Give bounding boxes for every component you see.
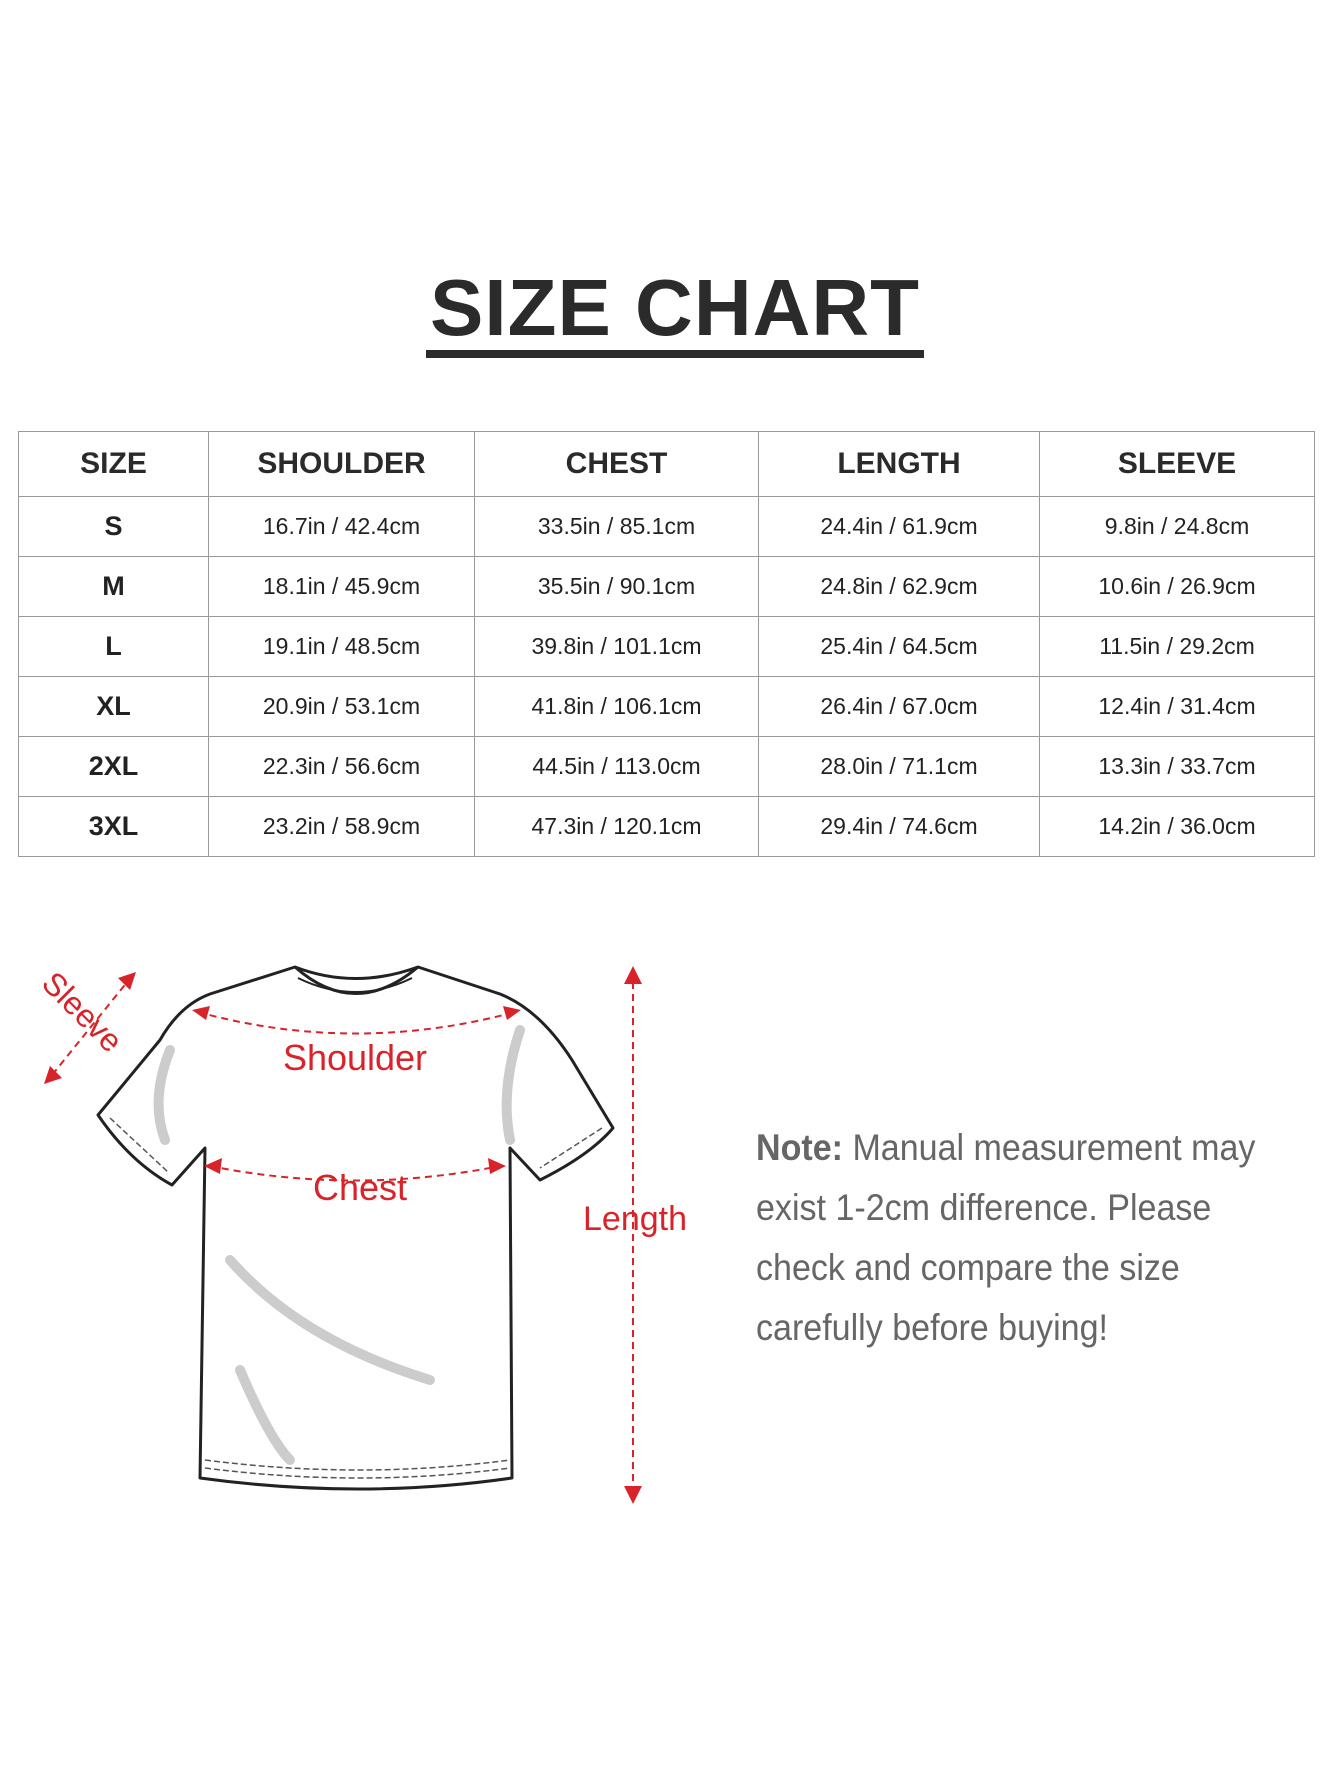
- header-size: SIZE: [18, 431, 209, 497]
- length-cell: 26.4in / 67.0cm: [758, 676, 1040, 737]
- table-header-row: SIZE SHOULDER CHEST LENGTH SLEEVE: [18, 431, 1315, 497]
- stitching: [109, 1117, 603, 1479]
- size-cell: M: [18, 556, 209, 617]
- shoulder-cell: 19.1in / 48.5cm: [208, 616, 475, 677]
- title-underline: [426, 350, 924, 358]
- chest-label: Chest: [313, 1167, 407, 1208]
- header-chest: CHEST: [474, 431, 759, 497]
- shoulder-label: Shoulder: [283, 1037, 427, 1078]
- size-cell: 3XL: [18, 796, 209, 857]
- size-cell: S: [18, 496, 209, 557]
- length-cell: 24.8in / 62.9cm: [758, 556, 1040, 617]
- shoulder-cell: 18.1in / 45.9cm: [208, 556, 475, 617]
- length-cell: 24.4in / 61.9cm: [758, 496, 1040, 557]
- length-cell: 25.4in / 64.5cm: [758, 616, 1040, 677]
- chest-cell: 39.8in / 101.1cm: [474, 616, 759, 677]
- page-title: SIZE CHART: [430, 263, 920, 352]
- tshirt-diagram: Shoulder Chest Length Sleeve: [35, 964, 687, 1504]
- table-row: XL 20.9in / 53.1cm 41.8in / 106.1cm 26.4in …: [18, 676, 1315, 737]
- table-row: 2XL 22.3in / 56.6cm 44.5in / 113.0cm 28.0in…: [18, 736, 1315, 797]
- size-cell: L: [18, 616, 209, 677]
- length-cell: 29.4in / 74.6cm: [758, 796, 1040, 857]
- table-row: 3XL 23.2in / 58.9cm 47.3in / 120.1cm 29.4in…: [18, 796, 1315, 857]
- length-label: Length: [583, 1200, 687, 1238]
- shoulder-cell: 23.2in / 58.9cm: [208, 796, 475, 857]
- measure-lines: [47, 970, 634, 1500]
- table-row: L 19.1in / 48.5cm 39.8in / 101.1cm 25.4in /…: [18, 616, 1315, 677]
- sleeve-cell: 9.8in / 24.8cm: [1039, 496, 1315, 557]
- table-row: M 18.1in / 45.9cm 35.5in / 90.1cm 24.8in / …: [18, 556, 1315, 617]
- chest-cell: 47.3in / 120.1cm: [474, 796, 759, 857]
- chest-cell: 33.5in / 85.1cm: [474, 496, 759, 557]
- size-cell: 2XL: [18, 736, 209, 797]
- header-shoulder: SHOULDER: [208, 431, 475, 497]
- chest-cell: 44.5in / 113.0cm: [474, 736, 759, 797]
- note-line: Manual measurement may: [852, 1127, 1256, 1168]
- note-text: Note: Manual measurement may exist 1-2cm…: [756, 1118, 1271, 1358]
- length-cell: 28.0in / 71.1cm: [758, 736, 1040, 797]
- shirt-shading: [153, 1025, 525, 1465]
- header-length: LENGTH: [758, 431, 1040, 497]
- shoulder-cell: 16.7in / 42.4cm: [208, 496, 475, 557]
- arrow-icons: [44, 966, 642, 1504]
- sleeve-cell: 14.2in / 36.0cm: [1039, 796, 1315, 857]
- sleeve-cell: 11.5in / 29.2cm: [1039, 616, 1315, 677]
- sleeve-cell: 12.4in / 31.4cm: [1039, 676, 1315, 737]
- table-row: S 16.7in / 42.4cm 33.5in / 85.1cm 24.4in / …: [18, 496, 1315, 557]
- note-line: check and compare the size: [756, 1247, 1180, 1288]
- shoulder-cell: 20.9in / 53.1cm: [208, 676, 475, 737]
- size-table: SIZE SHOULDER CHEST LENGTH SLEEVE S 16.7i…: [18, 431, 1315, 857]
- note-line: carefully before buying!: [756, 1307, 1108, 1348]
- chest-cell: 41.8in / 106.1cm: [474, 676, 759, 737]
- tshirt-outline: [96, 965, 615, 1491]
- sleeve-cell: 10.6in / 26.9cm: [1039, 556, 1315, 617]
- sleeve-cell: 13.3in / 33.7cm: [1039, 736, 1315, 797]
- chest-cell: 35.5in / 90.1cm: [474, 556, 759, 617]
- shoulder-cell: 22.3in / 56.6cm: [208, 736, 475, 797]
- header-sleeve: SLEEVE: [1039, 431, 1315, 497]
- size-cell: XL: [18, 676, 209, 737]
- note-label: Note:: [756, 1127, 843, 1168]
- sleeve-label: Sleeve: [35, 964, 130, 1059]
- note-line: exist 1-2cm difference. Please: [756, 1187, 1212, 1228]
